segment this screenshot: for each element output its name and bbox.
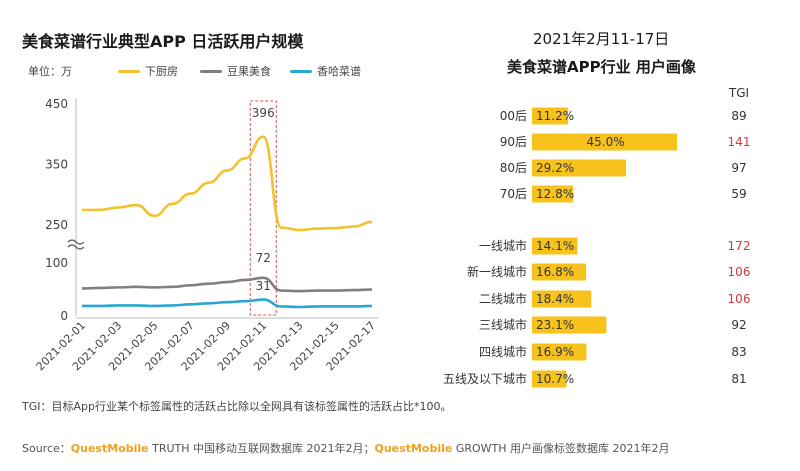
legend-swatch — [290, 69, 312, 73]
category-label: 00后 — [500, 109, 527, 123]
category-label: 一线城市 — [479, 238, 527, 253]
bar-value-label: 12.8% — [536, 187, 574, 201]
bar-value-label: 16.8% — [536, 265, 574, 279]
category-label: 80后 — [500, 161, 527, 175]
series-line-xianghacaipu — [82, 298, 373, 309]
legend-label: 香哈菜谱 — [317, 65, 361, 78]
axis-break-mark — [67, 244, 85, 250]
bar-value-label: 10.7% — [536, 372, 574, 386]
bar — [532, 290, 592, 308]
category-label: 五线及以下城市 — [443, 371, 527, 386]
tgi-value: 59 — [731, 187, 746, 201]
source-text-2: GROWTH 用户画像标签数据库 2021年2月 — [452, 442, 670, 455]
y-tick-label: 100 — [45, 256, 68, 270]
unit-label: 单位：万 — [28, 65, 72, 78]
category-label: 90后 — [500, 135, 527, 149]
data-label: 396 — [252, 106, 275, 120]
left-chart-title: 美食菜谱行业典型APP 日活跃用户规模 — [22, 32, 304, 51]
y-tick-label: 0 — [60, 309, 68, 323]
bar — [532, 107, 569, 125]
bar — [532, 370, 567, 388]
category-label: 70后 — [500, 187, 527, 201]
legend-label: 豆果美食 — [227, 65, 271, 78]
bar — [532, 263, 587, 281]
bar-value-label: 11.2% — [536, 109, 574, 123]
bar — [532, 237, 578, 255]
bar-value-label: 29.2% — [536, 161, 574, 175]
tgi-value: 89 — [731, 109, 746, 123]
axis-break-mark — [67, 239, 85, 245]
category-label: 三线城市 — [479, 317, 527, 332]
data-label: 31 — [256, 279, 271, 293]
legend-item-douguo: 豆果美食 — [200, 63, 271, 79]
right-chart-date: 2021年2月11-17日 — [533, 30, 670, 48]
bar — [532, 185, 574, 203]
tgi-value: 83 — [731, 345, 746, 359]
legend-swatch — [200, 69, 222, 73]
questmobile-brand: QuestMobile — [70, 442, 149, 455]
data-label: 72 — [256, 251, 271, 265]
tgi-header: TGI — [728, 86, 749, 100]
legend-item-xiachufang: 下厨房 — [118, 63, 178, 79]
bar-value-label: 18.4% — [536, 292, 574, 306]
bar-value-label: 16.9% — [536, 345, 574, 359]
y-tick-label: 450 — [45, 97, 68, 111]
bar — [532, 133, 677, 151]
tgi-value: 106 — [728, 265, 751, 279]
category-label: 二线城市 — [479, 291, 527, 306]
tgi-value: 106 — [728, 292, 751, 306]
source-prefix: Source： — [22, 442, 71, 455]
category-label: 新一线城市 — [467, 264, 527, 279]
bar-value-label: 45.0% — [587, 135, 625, 149]
tgi-value: 141 — [728, 135, 751, 149]
legend-swatch — [118, 69, 140, 73]
line-chart: 450350250100039672312021-02-012021-02-03… — [34, 97, 378, 373]
series-line-xiachufang — [81, 135, 373, 232]
tgi-note: TGI：目标App行业某个标签属性的活跃占比除以全网具有该标签属性的活跃占比*1… — [22, 400, 452, 413]
category-label: 四线城市 — [479, 344, 527, 359]
tgi-value: 97 — [731, 161, 746, 175]
legend-label: 下厨房 — [145, 65, 178, 78]
right-chart-title: 美食菜谱APP行业 用户画像 — [507, 58, 696, 76]
source-line: Source：QuestMobile TRUTH 中国移动互联网数据库 2021… — [22, 440, 670, 456]
source-text-1: TRUTH 中国移动互联网数据库 2021年2月； — [148, 442, 375, 455]
y-tick-label: 350 — [45, 158, 68, 172]
y-tick-label: 250 — [45, 218, 68, 232]
bar-value-label: 14.1% — [536, 239, 574, 253]
tgi-value: 92 — [731, 318, 746, 332]
tgi-value: 81 — [731, 372, 746, 386]
bar-value-label: 23.1% — [536, 318, 574, 332]
bar — [532, 343, 587, 361]
bar — [532, 316, 607, 334]
bar-chart: TGI 00后 11.2% 89 90后 45.0% 141 80后 29.2% 97 70后 12.… — [443, 86, 751, 388]
bar — [532, 159, 627, 177]
series-line-douguo — [81, 276, 373, 293]
questmobile-brand: QuestMobile — [374, 442, 453, 455]
legend-item-xianghacaipu: 香哈菜谱 — [290, 63, 361, 79]
tgi-value: 172 — [728, 239, 751, 253]
